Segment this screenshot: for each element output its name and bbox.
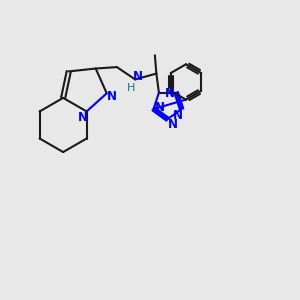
Text: N: N (168, 118, 178, 131)
Text: H: H (127, 83, 135, 93)
Text: N: N (78, 111, 88, 124)
Text: N: N (173, 109, 183, 122)
Text: N: N (133, 70, 143, 83)
Text: N: N (165, 87, 175, 100)
Text: N: N (155, 101, 165, 114)
Text: N: N (107, 90, 117, 103)
